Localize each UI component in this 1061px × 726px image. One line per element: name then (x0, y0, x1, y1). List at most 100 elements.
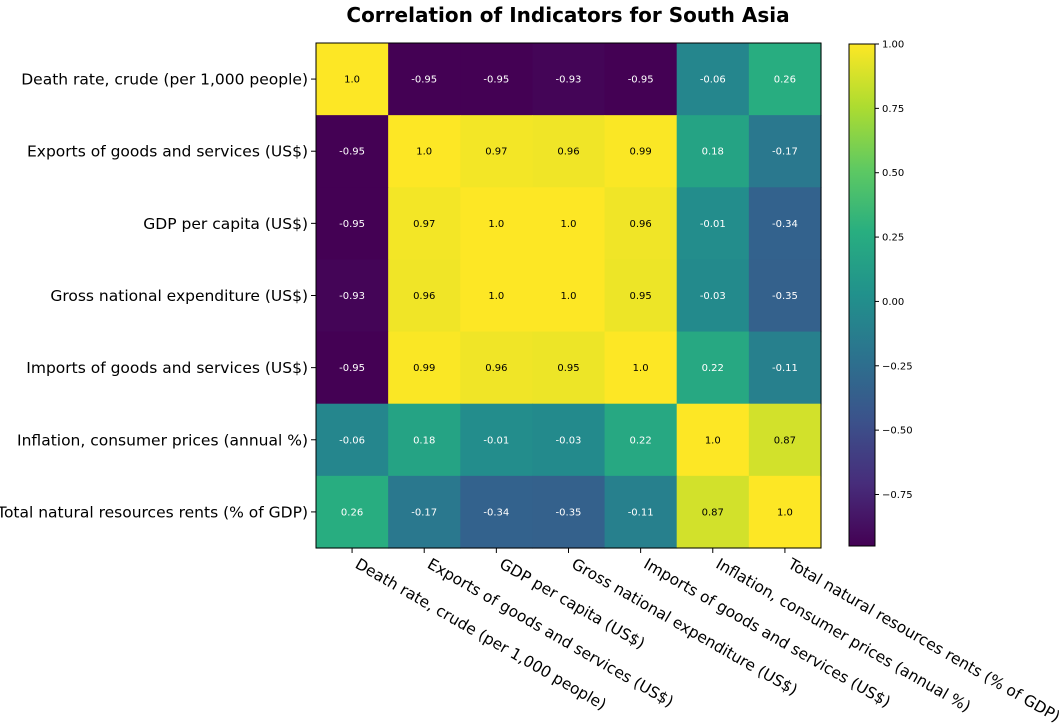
heatmap-cell (388, 187, 461, 261)
heatmap-cell (748, 403, 822, 477)
colorbar-tick-label: −0.50 (882, 426, 913, 437)
cell-value-label: -0.11 (772, 363, 798, 374)
cell-value-label: -0.34 (483, 507, 509, 518)
heatmap-cell (460, 331, 534, 405)
heatmap-frame (315, 42, 822, 549)
y-tick-label: Imports of goods and services (US$) (26, 359, 308, 377)
cell-value-label: -0.95 (483, 75, 509, 86)
cell-value-label: 1.0 (561, 219, 577, 230)
heatmap-cell (676, 475, 750, 549)
cell-value-label: -0.17 (772, 147, 798, 158)
y-tick-label: Gross national expenditure (US$) (50, 287, 308, 305)
cell-value-label: 0.97 (413, 219, 435, 230)
heatmap-cell (676, 187, 750, 261)
cell-value-label: 0.95 (629, 291, 651, 302)
x-tick-label: Total natural resources rents (% of GDP) (784, 554, 1061, 726)
heatmap-cell (604, 475, 678, 549)
y-axis-tick-labels: Death rate, crude (per 1,000 people) Expo… (0, 71, 316, 521)
cell-value-label: -0.01 (700, 219, 726, 230)
heatmap-cell (316, 331, 389, 405)
colorbar-tick-label: −0.75 (882, 490, 913, 501)
cell-value-label: 1.0 (561, 291, 577, 302)
cell-value-label: 0.96 (413, 291, 435, 302)
heatmap-cell (316, 43, 389, 116)
heatmap-cell (460, 403, 534, 477)
cell-value-label: -0.35 (772, 291, 798, 302)
cell-value-label: -0.35 (556, 507, 582, 518)
cell-value-label: 1.0 (777, 507, 793, 518)
cell-value-label: 1.0 (705, 435, 721, 446)
colorbar-ticks: 1.00 0.75 0.50 0.25 0.00 −0.25 −0.50 −0.75 (875, 40, 913, 501)
chart-title: Correlation of Indicators for South Asia (346, 3, 789, 27)
heatmap-cell (676, 331, 750, 405)
cell-value-label: 0.99 (413, 363, 435, 374)
cell-value-label: 1.0 (344, 75, 360, 86)
heatmap-cell (460, 43, 534, 116)
cell-value-label: -0.17 (411, 507, 437, 518)
cell-value-label: -0.95 (339, 219, 365, 230)
cell-value-label: 0.99 (629, 147, 651, 158)
cell-value-label: -0.93 (339, 291, 365, 302)
heatmap-cell (532, 331, 606, 405)
cell-value-label: 1.0 (488, 291, 504, 302)
heatmap-cell (388, 115, 461, 188)
heatmap-cell (676, 403, 750, 477)
heatmap-cell (748, 475, 822, 549)
cell-value-label: 0.95 (557, 363, 579, 374)
cell-value-label: 0.18 (702, 147, 724, 158)
cell-value-label: 0.87 (702, 507, 724, 518)
heatmap-cell (604, 187, 678, 261)
heatmap-cell (460, 475, 534, 549)
cell-value-label: 0.96 (629, 219, 651, 230)
cell-value-label: -0.95 (339, 363, 365, 374)
cell-value-label: 0.26 (341, 507, 363, 518)
heatmap-cell (676, 43, 750, 116)
heatmap-cell (604, 115, 678, 188)
cell-value-label: -0.06 (700, 75, 726, 86)
heatmap-cell (388, 331, 461, 405)
heatmap-cell (388, 475, 461, 549)
colorbar-frame (848, 43, 876, 547)
colorbar-tick-label: 0.50 (882, 168, 904, 179)
cell-value-label: 0.18 (413, 435, 435, 446)
heatmap-cell (748, 187, 822, 261)
heatmap-cell (460, 259, 534, 333)
cell-value-label: -0.01 (483, 435, 509, 446)
cell-value-label: -0.93 (556, 75, 582, 86)
heatmap-cell (316, 403, 389, 477)
cell-value-label: -0.95 (628, 75, 654, 86)
colorbar-tick-label: −0.25 (882, 361, 913, 372)
heatmap-cell (676, 115, 750, 188)
cell-value-label: 0.96 (557, 147, 579, 158)
cell-value-label: -0.03 (700, 291, 726, 302)
heatmap-cell (748, 331, 822, 405)
cell-value-label: -0.34 (772, 219, 798, 230)
colorbar-tick-label: 1.00 (882, 40, 904, 51)
heatmap-cell (532, 259, 606, 333)
heatmap-cells (316, 43, 822, 549)
cell-value-label: -0.95 (339, 147, 365, 158)
cell-value-label: 0.26 (774, 75, 796, 86)
cell-value-label: -0.06 (339, 435, 365, 446)
y-tick-label: Inflation, consumer prices (annual %) (17, 431, 308, 449)
colorbar-gradient (849, 44, 875, 546)
heatmap-cell (676, 259, 750, 333)
cell-value-label: 1.0 (488, 219, 504, 230)
y-tick-label: Total natural resources rents (% of GDP) (0, 503, 308, 521)
heatmap-cell (532, 403, 606, 477)
colorbar-tick-label: 0.00 (882, 297, 904, 308)
cell-value-label: 0.22 (702, 363, 724, 374)
heatmap-cell (460, 115, 534, 188)
heatmap-cell (604, 259, 678, 333)
heatmap-cell (748, 259, 822, 333)
heatmap-cell (604, 331, 678, 405)
heatmap-cell (388, 259, 461, 333)
heatmap-cell (532, 43, 606, 116)
heatmap-cell (604, 43, 678, 116)
heatmap-cell-labels: 1.0 -0.95 -0.95 -0.93 -0.95 -0.06 0.26 -0.95 1.0… (339, 75, 798, 519)
heatmap-cell (532, 187, 606, 261)
heatmap-cell (316, 187, 389, 261)
heatmap-cell (532, 475, 606, 549)
colorbar-tick-label: 0.25 (882, 233, 904, 244)
